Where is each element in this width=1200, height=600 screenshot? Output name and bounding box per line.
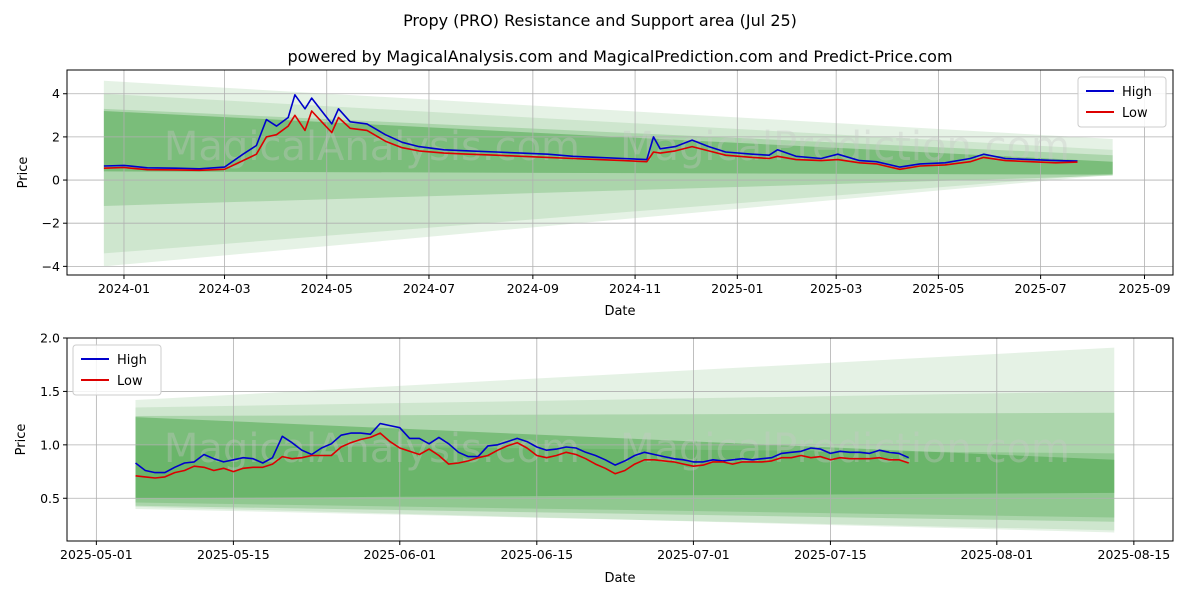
legend-box <box>72 344 162 396</box>
support-resistance-band <box>103 80 1113 267</box>
x-tick-label: 2025-03 <box>810 281 862 296</box>
y-tick-label: 1.5 <box>40 384 60 399</box>
plot-area <box>67 70 1173 275</box>
axes-frame <box>66 69 1174 276</box>
x-tick-label: 2025-05-15 <box>197 547 270 562</box>
y-tick-label: 1.0 <box>40 437 60 452</box>
x-tick-label: 2025-08-15 <box>1098 547 1171 562</box>
y-tick-label: −4 <box>42 259 60 274</box>
support-resistance-band <box>135 347 1115 531</box>
plot-content: MagicalAnalysis.com MagicalPrediction.com <box>67 338 1173 541</box>
x-tick-label: 2024-07 <box>403 281 455 296</box>
support-resistance-band <box>103 111 1113 175</box>
watermark-left: MagicalAnalysis.com <box>164 124 580 170</box>
series-line-high <box>103 94 1078 170</box>
x-tick-label: 2024-11 <box>609 281 661 296</box>
x-tick-label: 2024-03 <box>198 281 250 296</box>
legend-box <box>1077 76 1167 128</box>
support-resistance-band <box>135 417 1115 499</box>
chart-title: Propy (PRO) Resistance and Support area … <box>403 11 797 30</box>
x-tick-label: 2025-07-01 <box>657 547 730 562</box>
series-line-high <box>135 422 910 474</box>
y-tick-label: 0 <box>52 173 60 188</box>
chart-subtitle: powered by MagicalAnalysis.com and Magic… <box>287 47 952 66</box>
x-tick-label: 2025-06-15 <box>500 547 573 562</box>
y-tick-label: 4 <box>52 86 60 101</box>
watermark-right: MagicalPrediction.com <box>620 426 1070 472</box>
y-tick-label: 2.0 <box>40 331 60 346</box>
chart-panel-2: MagicalAnalysis.com MagicalPrediction.com… <box>14 331 1174 586</box>
plot-area <box>67 338 1173 541</box>
y-tick-label: −2 <box>42 216 60 231</box>
y-tick-label: 2 <box>52 129 60 144</box>
y-axis-label: Price <box>14 424 29 456</box>
legend-label-low: Low <box>1122 106 1148 121</box>
x-axis-label: Date <box>604 304 635 319</box>
legend: High Low <box>72 344 162 396</box>
chart-panel-1: MagicalAnalysis.com MagicalPrediction.com… <box>16 69 1174 319</box>
axes-frame <box>66 337 1174 542</box>
x-tick-label: 2024-05 <box>301 281 353 296</box>
legend-label-low: Low <box>117 374 143 389</box>
legend-label-high: High <box>1122 85 1152 100</box>
support-resistance-band <box>103 93 1113 254</box>
legend-label-high: High <box>117 353 147 368</box>
x-tick-label: 2025-08-01 <box>960 547 1033 562</box>
x-tick-label: 2025-01 <box>711 281 763 296</box>
x-axis-label: Date <box>604 571 635 586</box>
x-tick-label: 2025-05 <box>912 281 964 296</box>
legend: High Low <box>1077 76 1167 128</box>
series-line-low <box>103 110 1078 172</box>
x-tick-label: 2025-07 <box>1014 281 1066 296</box>
x-tick-label: 2025-05-01 <box>60 547 133 562</box>
series-line-low <box>135 432 909 479</box>
support-resistance-band <box>135 412 1115 522</box>
support-resistance-band <box>135 391 1115 533</box>
support-resistance-band <box>135 444 1115 518</box>
x-tick-label: 2025-06-01 <box>363 547 436 562</box>
x-tick-label: 2024-01 <box>98 281 150 296</box>
x-tick-label: 2025-09 <box>1118 281 1170 296</box>
y-axis-label: Price <box>16 157 31 189</box>
x-tick-label: 2024-09 <box>507 281 559 296</box>
x-tick-label: 2025-07-15 <box>794 547 867 562</box>
y-tick-label: 0.5 <box>40 491 60 506</box>
plot-content: MagicalAnalysis.com MagicalPrediction.com <box>67 70 1173 275</box>
